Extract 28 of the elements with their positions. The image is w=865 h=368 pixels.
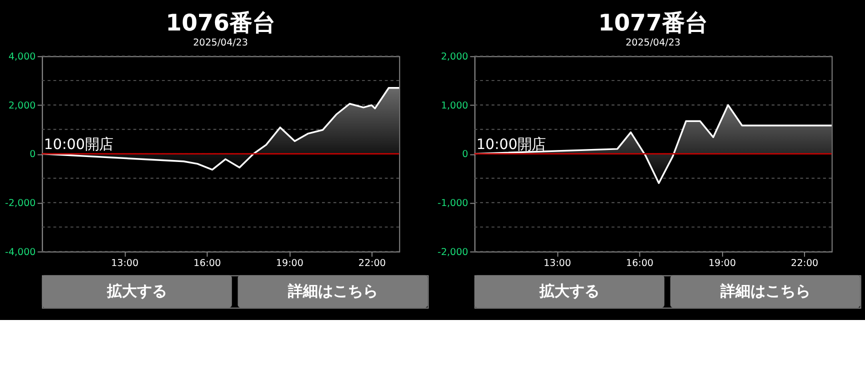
y-tick-label: -1,000 [438,198,468,209]
chart-title: 1077番台 [598,10,708,36]
annotation: 10:00開店 [44,137,113,154]
text: 詳細はこちら [719,282,810,300]
chart-subtitle: 2025/04/23 [193,38,248,49]
x-tick-label: 16:00 [194,258,221,270]
x-tick-label: 16:00 [626,258,654,270]
y-tick-label: -2,000 [5,198,36,209]
chart-title: 1076番台 [166,10,276,36]
y-tick-label: 2,000 [440,51,468,62]
y-tick-label: 1,000 [440,100,468,112]
x-tick-label: 13:00 [111,258,139,270]
y-tick-label: 0 [462,149,468,160]
y-tick-label: 4,000 [8,51,36,62]
x-tick-label: 22:00 [358,258,386,270]
y-tick-label: 2,000 [8,100,36,112]
x-tick-label: 19:00 [276,258,304,270]
y-tick-label: -4,000 [5,246,36,258]
x-tick-label: 22:00 [790,258,818,270]
y-tick-label: 0 [30,149,36,160]
chart-subtitle: 2025/04/23 [626,38,680,49]
text: 拡大する [106,282,167,300]
x-tick-label: 19:00 [708,258,736,270]
annotation: 10:00開店 [476,137,546,154]
text: 詳細はこちら [286,282,378,300]
x-tick-label: 13:00 [544,258,572,270]
y-tick-label: -2,000 [438,246,468,258]
text: 拡大する [538,282,600,300]
